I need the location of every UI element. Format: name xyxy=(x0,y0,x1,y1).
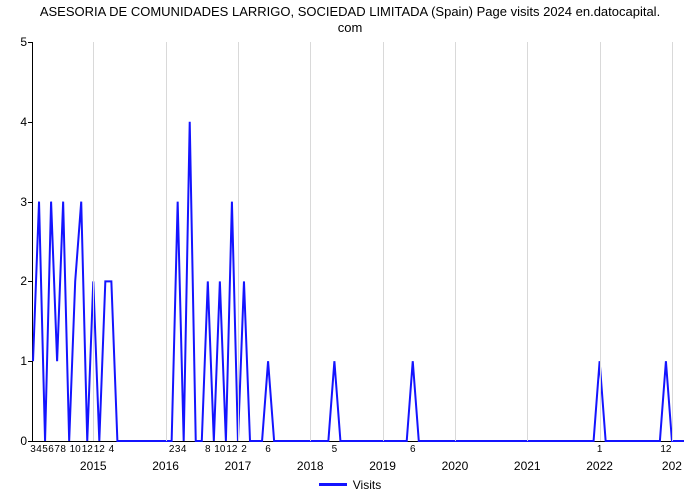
ytick-mark xyxy=(28,361,33,362)
xtick-minor-label: 5 xyxy=(332,444,338,455)
xtick-major-label: 202 xyxy=(662,459,682,473)
xtick-minor-label: 3 xyxy=(175,444,181,455)
ytick-mark xyxy=(28,202,33,203)
xtick-major-label: 2020 xyxy=(442,459,469,473)
xtick-minor-label: 4 xyxy=(36,444,42,455)
title-line2: com xyxy=(338,20,363,35)
chart-title: ASESORIA DE COMUNIDADES LARRIGO, SOCIEDA… xyxy=(0,4,700,37)
xtick-minor-label: 4 xyxy=(181,444,187,455)
visits-line xyxy=(33,42,684,441)
legend: Visits xyxy=(0,477,700,492)
visits-series-path xyxy=(33,122,684,441)
gridline xyxy=(527,42,528,441)
ytick-mark xyxy=(28,122,33,123)
ytick-label: 0 xyxy=(13,434,27,448)
xtick-minor-label: 6 xyxy=(410,444,416,455)
xtick-minor-label: 6 xyxy=(48,444,54,455)
gridline xyxy=(600,42,601,441)
xtick-minor-label: 2 xyxy=(241,444,247,455)
title-line1: ASESORIA DE COMUNIDADES LARRIGO, SOCIEDA… xyxy=(40,4,660,19)
xtick-major-label: 2019 xyxy=(369,459,396,473)
xtick-minor-label: 12 xyxy=(226,444,237,455)
ytick-label: 2 xyxy=(13,274,27,288)
xtick-minor-label: 7 xyxy=(54,444,60,455)
xtick-minor-label: 8 xyxy=(60,444,66,455)
gridline xyxy=(238,42,239,441)
gridline xyxy=(93,42,94,441)
xtick-minor-label: 3 xyxy=(30,444,36,455)
xtick-minor-label: 1 xyxy=(597,444,603,455)
xtick-minor-label: 8 xyxy=(205,444,211,455)
legend-label: Visits xyxy=(353,478,381,492)
gridline xyxy=(310,42,311,441)
ytick-label: 4 xyxy=(13,115,27,129)
xtick-minor-label: 6 xyxy=(265,444,271,455)
xtick-major-label: 2017 xyxy=(225,459,252,473)
gridline xyxy=(455,42,456,441)
ytick-mark xyxy=(28,441,33,442)
xtick-major-label: 2015 xyxy=(80,459,107,473)
xtick-minor-label: 12 xyxy=(660,444,671,455)
xtick-minor-label: 2 xyxy=(169,444,175,455)
xtick-major-label: 2022 xyxy=(586,459,613,473)
xtick-minor-label: 10 xyxy=(214,444,225,455)
ytick-label: 3 xyxy=(13,195,27,209)
ytick-label: 5 xyxy=(13,35,27,49)
ytick-mark xyxy=(28,281,33,282)
xtick-major-label: 2016 xyxy=(152,459,179,473)
ytick-label: 1 xyxy=(13,354,27,368)
ytick-mark xyxy=(28,42,33,43)
gridline xyxy=(383,42,384,441)
gridline xyxy=(166,42,167,441)
xtick-minor-label: 12 xyxy=(94,444,105,455)
xtick-minor-label: 10 xyxy=(70,444,81,455)
gridline xyxy=(672,42,673,441)
xtick-major-label: 2021 xyxy=(514,459,541,473)
xtick-minor-label: 5 xyxy=(42,444,48,455)
xtick-major-label: 2018 xyxy=(297,459,324,473)
xtick-minor-label: 4 xyxy=(109,444,115,455)
xtick-minor-label: 12 xyxy=(82,444,93,455)
plot-area: 0123453456781012124234810122656112201520… xyxy=(32,42,684,442)
legend-swatch xyxy=(319,483,347,486)
